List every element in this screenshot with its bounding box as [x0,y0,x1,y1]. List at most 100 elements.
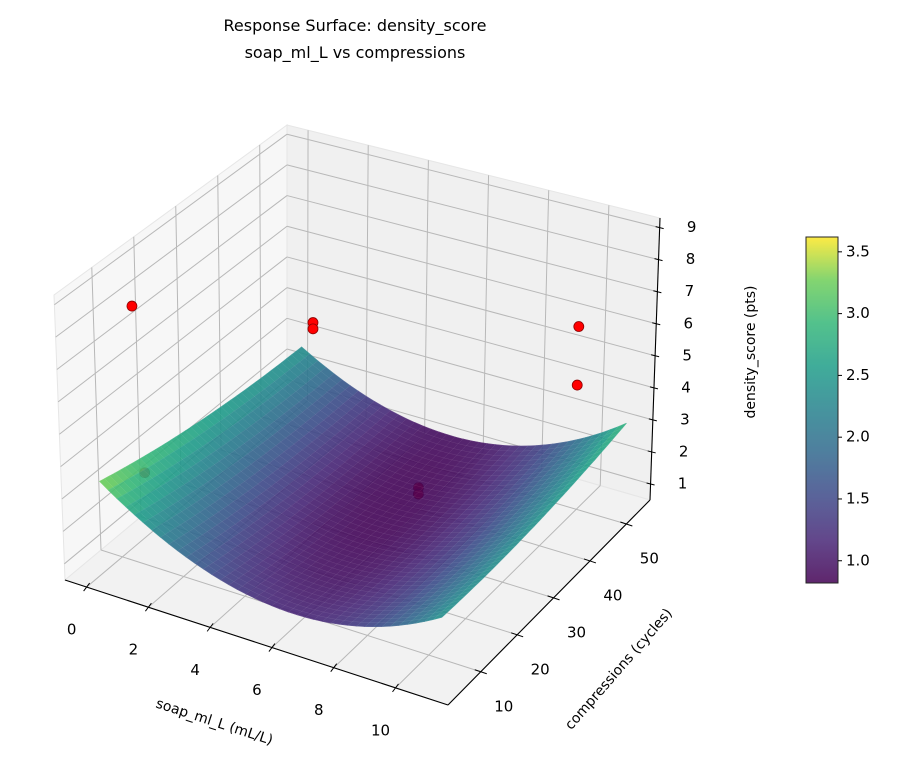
response-surface [99,346,627,628]
surface-mesh-line [142,379,343,523]
surface-mesh-line [220,422,415,581]
back-gridline-z [286,164,659,261]
surface-mesh-line [245,431,439,595]
surface-mesh-line [407,435,594,625]
y-tick-label: 40 [603,586,622,604]
z-tick-mark [647,450,656,454]
surface-mesh-line [305,444,496,618]
y-tick-label: 30 [567,623,586,641]
surface-mesh-line [150,452,488,586]
y-tick-label: 50 [640,550,659,568]
surface-mesh-line [194,410,391,564]
surface-mesh-line [356,444,545,627]
surface-mesh-line [215,410,548,529]
surface-mesh-line [186,405,383,558]
surface-mesh-line [398,437,586,626]
data-point [573,321,585,332]
surface-mesh-line [175,436,511,565]
surface-mesh-line [203,414,399,570]
surface-mesh-line [291,354,618,457]
left-gridline-y [91,267,102,551]
surface-mesh-line [99,481,442,627]
surface-mesh-line [254,434,448,599]
surface-mesh-line [271,370,599,477]
x-axis-line [64,579,449,706]
surface-mesh-line [145,455,484,591]
surface-mesh-line [114,472,456,615]
surface-mesh-line [424,429,611,622]
back-gridline-z [286,225,657,325]
z-tick-label: 5 [682,346,692,364]
surface-mesh-line [381,441,569,627]
surface-mesh-line [237,428,431,590]
surface-mesh-line [220,406,553,524]
surface-mesh-line [251,385,581,496]
surface-mesh-line [246,388,576,501]
z-tick-label: 3 [680,410,690,428]
data-point [571,379,583,391]
surface-mesh-line [200,420,535,543]
x-tick-mark [392,683,399,693]
surface-mesh-line [276,366,604,472]
surface-mesh-line [170,440,507,569]
x-tick-label: 8 [314,701,324,719]
x-tick-mark [144,602,152,612]
surface-mesh-line [168,396,367,545]
colorbar-tick-label: 3.0 [846,304,870,322]
z-tick-mark [648,418,657,422]
surface-mesh-line [140,458,479,595]
surface-mesh-line [339,445,529,625]
x-axis-label: soap_ml_L (mL/L) [154,696,275,749]
x-tick-mark [268,643,276,652]
surface-mesh-line [177,401,375,551]
y-tick-mark [474,669,487,675]
left-gridline-z [54,133,288,306]
surface-mesh-line [124,467,465,607]
z-tick-mark [649,386,659,390]
axis-lines [64,217,664,706]
points-above-surface [126,300,585,391]
colorbar-ticks: 1.0 1.5 2.0 2.5 3.0 3.5 [838,242,870,569]
colorbar [805,236,839,584]
surface-mesh-line [236,396,567,510]
colorbar-tick-label: 1.5 [846,489,870,507]
back-gridline-z [286,317,653,421]
z-tick-label: 4 [681,378,691,396]
surface-mesh-line [241,392,571,505]
z-tick-mark [646,482,655,486]
back-gridline-x [482,175,490,452]
surface-mesh-line [180,433,516,560]
z-tick-label: 7 [685,282,695,300]
surface-mesh-line [99,346,302,482]
left-gridline-y [217,175,222,451]
z-tick-mark [653,290,662,294]
surface-mesh-line [262,436,456,603]
left-gridline-z [55,164,288,338]
surface-mesh-line [441,423,627,618]
left-gridline-z [61,317,288,500]
z-tick-label: 9 [687,218,697,236]
surface-mesh-line [330,445,520,624]
back-gridline-z [286,133,660,229]
surface-mesh-line [104,478,447,623]
surface-mesh-line [134,373,335,516]
z-tick-label: 2 [679,442,689,460]
surface-mesh-line [129,464,470,603]
surface-mesh-line [205,417,539,538]
chart-title-line-1: Response Surface: density_score [223,16,486,36]
x-tick-label: 0 [67,621,77,639]
z-tick-label: 8 [686,250,696,268]
y-tick-mark [547,595,560,601]
y-axis-line [447,499,651,706]
x-tick-label: 4 [190,661,200,679]
surface-mesh-line [347,445,537,626]
left-gridline-z [60,287,288,468]
surface-mesh-line [119,470,461,611]
surface-mesh-line [195,423,530,547]
back-gridline-x [424,160,429,435]
surface-mesh-line [313,445,504,620]
x-tick-label: 10 [371,721,390,739]
surface-mesh-line [160,446,498,578]
surface-patch [432,612,447,620]
surface-mesh-line [151,385,351,531]
